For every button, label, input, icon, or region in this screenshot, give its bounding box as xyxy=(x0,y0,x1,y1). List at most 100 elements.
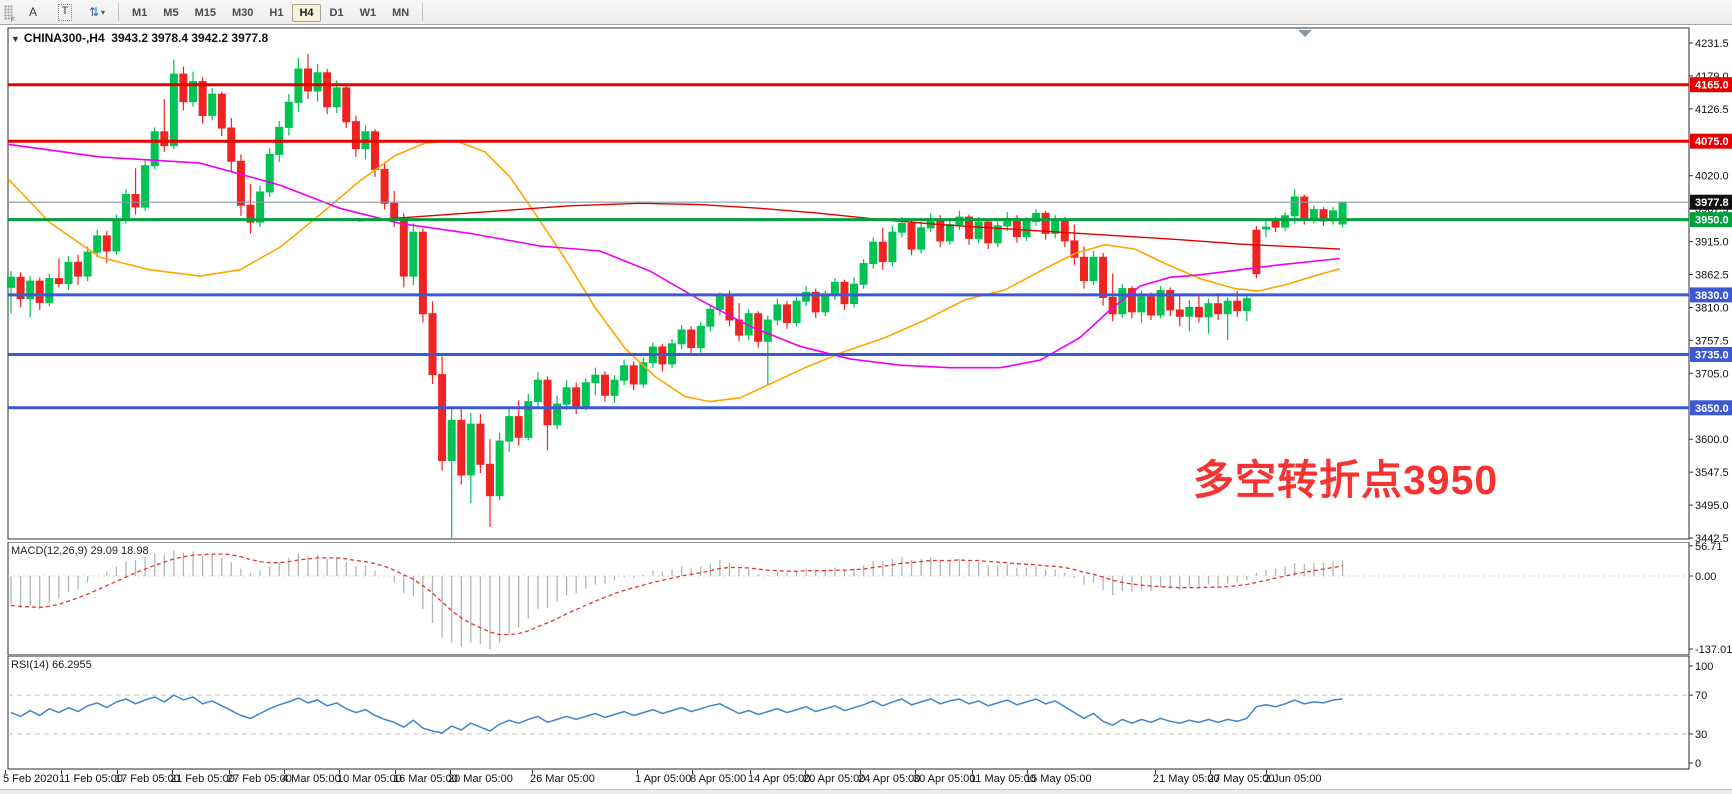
macd-panel[interactable]: 56.71 0.00 -137.01 xyxy=(0,542,1732,656)
tf-button-MN[interactable]: MN xyxy=(392,7,410,19)
price-badge-3950.0: 3950.0 xyxy=(1690,212,1732,228)
tf-button-M5[interactable]: M5 xyxy=(163,7,179,19)
price-badge-3977.8: 3977.8 xyxy=(1690,194,1732,210)
time-label: 24 Apr 05:00 xyxy=(858,773,921,785)
insert-text-button[interactable]: A xyxy=(18,2,48,23)
svg-text:3547.5: 3547.5 xyxy=(1695,467,1729,479)
time-label: 27 May 05:00 xyxy=(1208,773,1275,785)
time-label: 17 Feb 05:00 xyxy=(115,773,180,785)
svg-text:3977.8: 3977.8 xyxy=(1695,197,1729,209)
price-badge-3735.0: 3735.0 xyxy=(1690,347,1732,362)
chart-text-annotation[interactable]: 多空转折点3950 xyxy=(1193,457,1499,503)
rsi-panel[interactable]: 100 70 30 0 xyxy=(0,656,1732,770)
tf-button-M1[interactable]: M1 xyxy=(132,7,148,19)
svg-text:0: 0 xyxy=(1695,758,1701,770)
time-tick xyxy=(692,770,693,774)
time-tick xyxy=(860,770,861,774)
time-tick xyxy=(1266,770,1267,774)
price-badge-4165.0: 4165.0 xyxy=(1690,77,1732,93)
time-label: 2 Jun 05:00 xyxy=(1264,773,1322,785)
time-tick xyxy=(229,770,230,774)
candles-layer xyxy=(7,54,1347,538)
timeframe-group: M1 M5 M15 M30 H1 H4 D1 W1 MN xyxy=(124,3,417,22)
tf-button-W1[interactable]: W1 xyxy=(359,7,377,19)
time-label: 20 Apr 05:00 xyxy=(803,773,866,785)
time-tick xyxy=(117,770,118,774)
time-label: 14 Apr 05:00 xyxy=(748,773,811,785)
svg-text:70: 70 xyxy=(1695,690,1707,702)
svg-text:4075.0: 4075.0 xyxy=(1695,136,1729,148)
ma-magenta-line xyxy=(7,143,1341,369)
svg-text:3950.0: 3950.0 xyxy=(1695,215,1729,227)
rsi-indicator-label: RSI(14) 66.2955 xyxy=(11,659,92,671)
time-tick xyxy=(805,770,806,774)
macd-signal-line xyxy=(10,553,1343,636)
svg-text:3862.5: 3862.5 xyxy=(1695,270,1729,282)
window-bottom-strip xyxy=(0,789,1732,794)
price-badge-3650.0: 3650.0 xyxy=(1690,400,1732,416)
time-label: 1 Apr 05:00 xyxy=(635,773,692,785)
svg-text:3810.0: 3810.0 xyxy=(1695,302,1729,314)
time-tick xyxy=(915,770,916,774)
toolbar-drag-handle[interactable]: F xyxy=(4,4,15,24)
time-axis[interactable]: 5 Feb 2020 11 Feb 05:00 17 Feb 05:00 21 Feb… xyxy=(0,770,1732,789)
tf-button-M15[interactable]: M15 xyxy=(194,7,216,19)
svg-text:4126.5: 4126.5 xyxy=(1695,104,1729,116)
time-tick xyxy=(532,770,533,774)
time-label: 30 Apr 05:00 xyxy=(913,773,976,785)
svg-text:3830.0: 3830.0 xyxy=(1695,290,1729,302)
time-label: 16 Mar 05:00 xyxy=(393,773,458,785)
tf-button-H1[interactable]: H1 xyxy=(269,7,284,19)
svg-text:4020.0: 4020.0 xyxy=(1695,171,1729,183)
svg-text:56.71: 56.71 xyxy=(1695,542,1723,553)
svg-text:3757.5: 3757.5 xyxy=(1695,335,1729,347)
arrows-tool-button[interactable]: ⇅ ▾ xyxy=(82,2,112,23)
time-tick xyxy=(750,770,751,774)
chart-dropdown-icon[interactable]: ▼ xyxy=(11,34,20,44)
toolbar-separator xyxy=(118,3,119,21)
time-label: 15 May 05:00 xyxy=(1025,773,1092,785)
time-tick xyxy=(1027,770,1028,774)
time-tick xyxy=(450,770,451,774)
cycle-arrows-icon: ⇅ xyxy=(88,5,100,19)
svg-text:3442.5: 3442.5 xyxy=(1695,533,1729,542)
tf-button-M30[interactable]: M30 xyxy=(231,7,254,19)
svg-text:4231.5: 4231.5 xyxy=(1695,38,1729,50)
rsi-plot-border xyxy=(7,656,1690,770)
svg-text:30: 30 xyxy=(1695,729,1707,741)
rsi-line xyxy=(10,694,1343,734)
svg-text:3705.0: 3705.0 xyxy=(1695,368,1729,380)
svg-text:3600.0: 3600.0 xyxy=(1695,434,1729,446)
time-tick xyxy=(284,770,285,774)
svg-text:3650.0: 3650.0 xyxy=(1695,403,1729,415)
svg-text:3495.0: 3495.0 xyxy=(1695,500,1729,512)
time-tick xyxy=(172,770,173,774)
main-chart[interactable]: 4231.54179.04126.54020.03967.53915.03862… xyxy=(0,26,1732,542)
price-badge-4075.0: 4075.0 xyxy=(1690,133,1732,149)
text-label-button[interactable]: T xyxy=(50,2,80,23)
ohlc-values: 3943.2 3978.4 3942.2 3977.8 xyxy=(111,31,269,45)
time-tick xyxy=(972,770,973,774)
tf-button-H4[interactable]: H4 xyxy=(292,4,321,22)
time-label: 10 Mar 05:00 xyxy=(337,773,402,785)
time-tick xyxy=(637,770,638,774)
time-tick xyxy=(339,770,340,774)
tf-button-D1[interactable]: D1 xyxy=(329,7,344,19)
svg-text:3915.0: 3915.0 xyxy=(1695,237,1729,249)
svg-text:0.00: 0.00 xyxy=(1695,571,1716,583)
time-label: 11 May 05:00 xyxy=(970,773,1036,785)
macd-indicator-label: MACD(12,26,9) 29.09 18.98 xyxy=(11,545,149,557)
time-tick xyxy=(1155,770,1156,774)
svg-text:3735.0: 3735.0 xyxy=(1695,350,1729,362)
time-tick xyxy=(5,770,6,774)
toolbar: F A T ⇅ ▾ M1 M5 M15 M30 H1 H4 D1 W1 MN xyxy=(0,0,1732,25)
time-tick xyxy=(61,770,62,774)
text-a-icon: A xyxy=(28,5,37,19)
shift-marker-icon[interactable] xyxy=(1298,30,1312,37)
chart-title: ▼ CHINA300-,H4 3943.2 3978.4 3942.2 3977.… xyxy=(11,31,268,45)
time-label: 26 Mar 05:00 xyxy=(530,773,595,785)
svg-text:4165.0: 4165.0 xyxy=(1695,80,1729,92)
svg-text:-137.01: -137.01 xyxy=(1695,644,1732,656)
time-label: 27 Feb 05:00 xyxy=(227,773,292,785)
